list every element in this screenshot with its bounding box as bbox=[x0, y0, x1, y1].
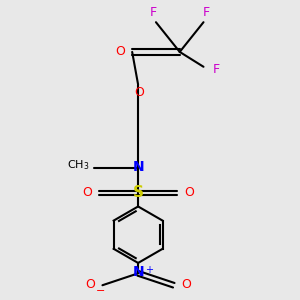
Text: O: O bbox=[181, 278, 191, 291]
Text: F: F bbox=[212, 63, 220, 76]
Text: S: S bbox=[133, 185, 144, 200]
Text: F: F bbox=[149, 6, 157, 19]
Text: N: N bbox=[132, 266, 144, 280]
Text: F: F bbox=[203, 6, 210, 19]
Text: O: O bbox=[82, 186, 92, 199]
Text: O: O bbox=[184, 186, 194, 199]
Text: +: + bbox=[145, 265, 153, 275]
Text: CH$_3$: CH$_3$ bbox=[67, 159, 89, 172]
Text: N: N bbox=[132, 160, 144, 174]
Text: O: O bbox=[85, 278, 95, 291]
Text: −: − bbox=[96, 286, 106, 296]
Text: O: O bbox=[115, 45, 125, 58]
Text: O: O bbox=[135, 86, 145, 99]
